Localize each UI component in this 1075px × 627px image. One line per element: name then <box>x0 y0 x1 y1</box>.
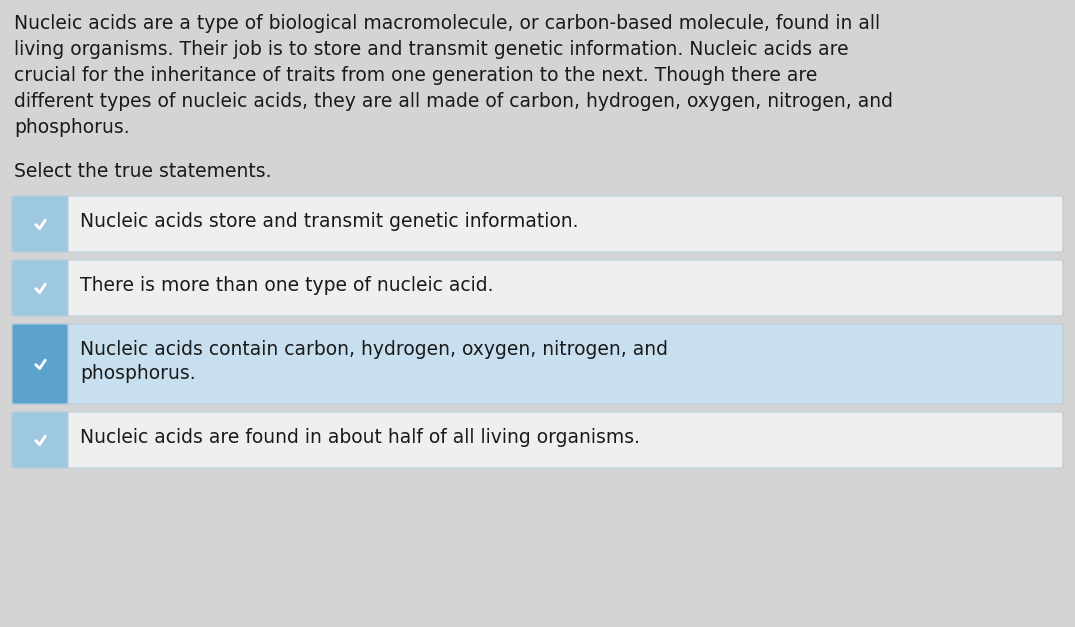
Text: Nucleic acids store and transmit genetic information.: Nucleic acids store and transmit genetic… <box>80 212 578 231</box>
FancyBboxPatch shape <box>12 412 1063 468</box>
Text: Select the true statements.: Select the true statements. <box>14 162 272 181</box>
FancyBboxPatch shape <box>12 412 68 468</box>
Text: living organisms. Their job is to store and transmit genetic information. Nuclei: living organisms. Their job is to store … <box>14 40 848 59</box>
Text: Nucleic acids are found in about half of all living organisms.: Nucleic acids are found in about half of… <box>80 428 640 447</box>
Text: phosphorus.: phosphorus. <box>14 118 130 137</box>
FancyBboxPatch shape <box>12 324 68 404</box>
Text: different types of nucleic acids, they are all made of carbon, hydrogen, oxygen,: different types of nucleic acids, they a… <box>14 92 893 111</box>
Text: There is more than one type of nucleic acid.: There is more than one type of nucleic a… <box>80 276 493 295</box>
Text: Nucleic acids are a type of biological macromolecule, or carbon-based molecule, : Nucleic acids are a type of biological m… <box>14 14 880 33</box>
FancyBboxPatch shape <box>12 324 1063 404</box>
FancyBboxPatch shape <box>12 260 1063 316</box>
FancyBboxPatch shape <box>12 196 1063 252</box>
Text: phosphorus.: phosphorus. <box>80 364 196 383</box>
Text: crucial for the inheritance of traits from one generation to the next. Though th: crucial for the inheritance of traits fr… <box>14 66 817 85</box>
Text: Nucleic acids contain carbon, hydrogen, oxygen, nitrogen, and: Nucleic acids contain carbon, hydrogen, … <box>80 340 668 359</box>
FancyBboxPatch shape <box>12 260 68 316</box>
FancyBboxPatch shape <box>12 196 68 252</box>
